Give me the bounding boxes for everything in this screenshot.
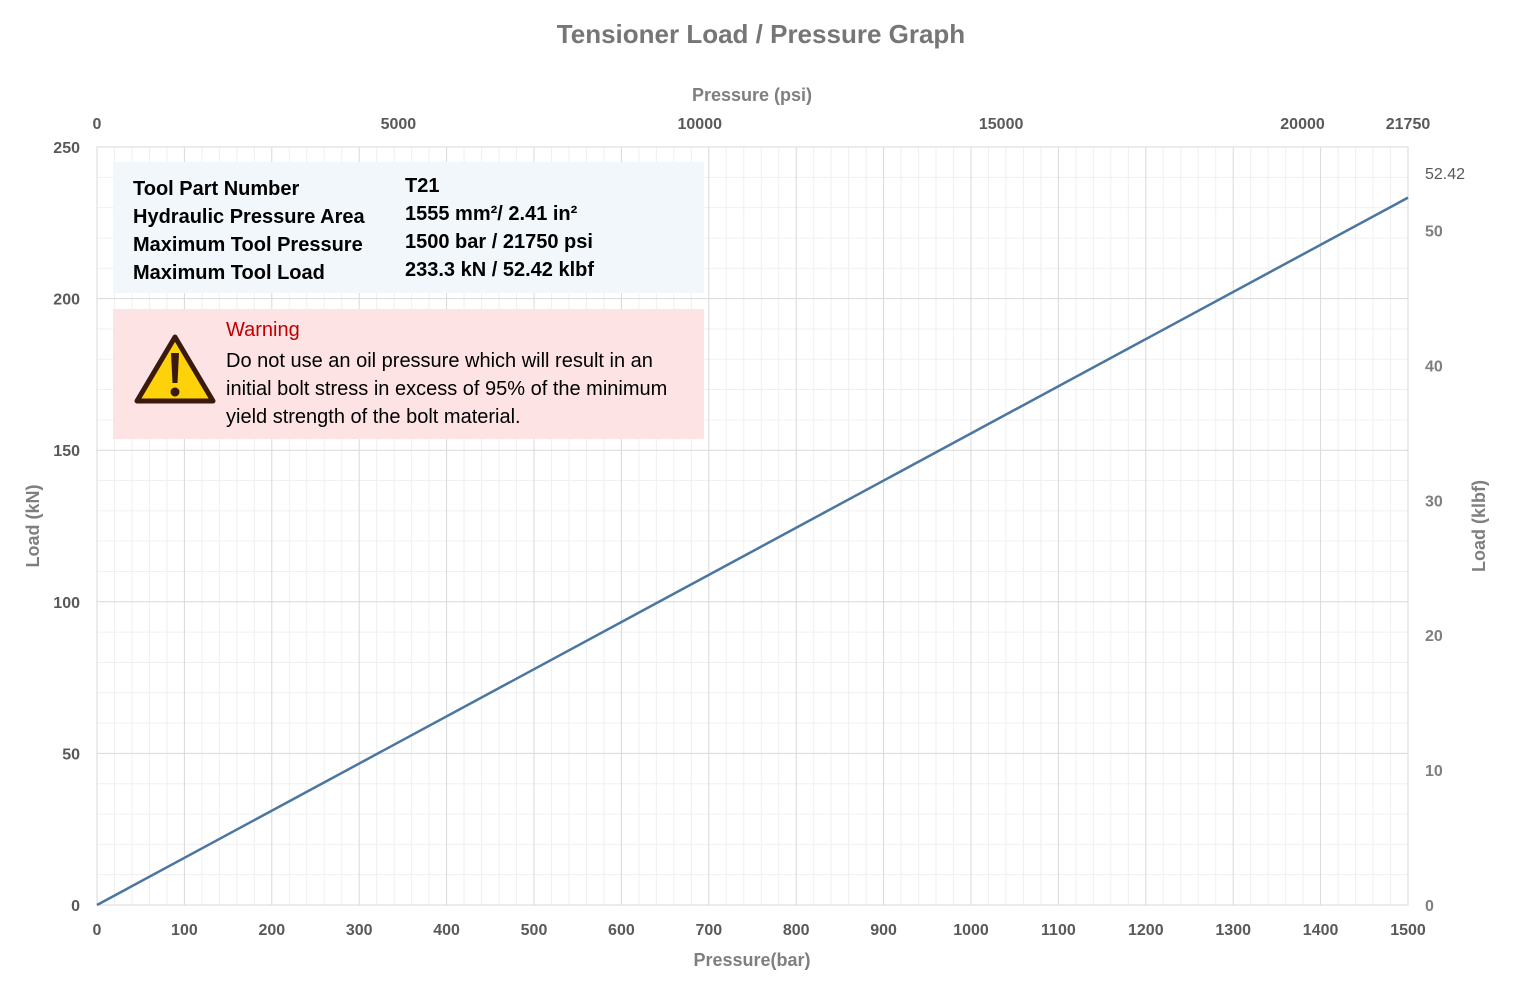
y2-tick-label: 20 [1425,628,1443,645]
info-label: Maximum Tool Load [133,262,325,284]
chart-title: Tensioner Load / Pressure Graph [557,19,965,49]
x-tick-label: 900 [870,922,897,939]
y-axis-title: Load (kN) [23,484,43,567]
y2-tick-label: 10 [1425,763,1443,780]
x-tick-label: 0 [93,922,102,939]
x-tick-label: 1100 [1041,922,1076,939]
y-tick-label: 150 [53,443,80,460]
x-tick-label: 1000 [953,922,989,939]
x-tick-label: 600 [608,922,635,939]
x-tick-label: 1200 [1128,922,1164,939]
x2-tick-label: 10000 [678,116,723,133]
warning-triangle-icon [134,334,216,404]
info-value: 233.3 kN / 52.42 klbf [405,259,595,281]
x-axis-title: Pressure(bar) [693,950,810,970]
x2-tick-label: 20000 [1280,116,1325,133]
x-tick-label: 700 [695,922,722,939]
warning-text: Do not use an oil pressure which will re… [226,350,668,428]
y2-axis-title: Load (klbf) [1469,480,1489,572]
plot-area-frame [96,146,1409,906]
x2-tick-label: 15000 [979,116,1024,133]
y2-end-label: 52.42 [1425,166,1465,183]
info-value: 1500 bar / 21750 psi [405,231,593,253]
x2-axis-title: Pressure (psi) [692,85,812,105]
y-tick-label: 0 [71,898,80,915]
y2-tick-label: 40 [1425,358,1443,375]
x2-tick-label: 21750 [1386,116,1431,133]
y2-tick-label: 30 [1425,493,1443,510]
y-tick-label: 200 [53,292,80,309]
y-tick-label: 100 [53,595,80,612]
x-tick-label: 100 [171,922,198,939]
tool-info-box: Tool Part Number T21 Hydraulic Pressure … [113,162,704,293]
x-tick-label: 1500 [1390,922,1426,939]
y-axis-left: 0 50 100 150 200 250 [53,140,80,915]
info-label: Maximum Tool Pressure [133,234,363,256]
x-tick-label: 300 [346,922,373,939]
info-label: Tool Part Number [133,178,300,200]
y2-tick-label: 50 [1425,224,1443,241]
x-tick-label: 1300 [1215,922,1251,939]
x-tick-label: 400 [433,922,460,939]
warning-box: Warning Do not use an oil pressure which… [113,309,704,439]
x-tick-label: 800 [783,922,810,939]
y-tick-label: 250 [53,140,80,157]
info-value: T21 [405,175,440,197]
warning-title: Warning [226,319,300,341]
y-tick-label: 50 [62,746,80,763]
x-tick-label: 500 [521,922,548,939]
info-label: Hydraulic Pressure Area [133,206,365,228]
y2-tick-label: 0 [1425,898,1434,915]
y-axis-right: 0 10 20 30 40 50 52.42 [1425,166,1465,915]
x2-tick-label: 0 [93,116,102,133]
x-axis-bottom: 0 100 200 300 400 500 600 700 800 900 1000 1100 1200… [93,922,1426,939]
x2-tick-label: 5000 [381,116,417,133]
series-layer [96,196,1409,907]
series-line [96,196,1409,907]
x-axis-top: 0 5000 10000 15000 20000 21750 [93,116,1431,133]
info-value: 1555 mm²/ 2.41 in² [405,203,578,225]
x-tick-label: 200 [258,922,285,939]
x-tick-label: 1400 [1303,922,1339,939]
